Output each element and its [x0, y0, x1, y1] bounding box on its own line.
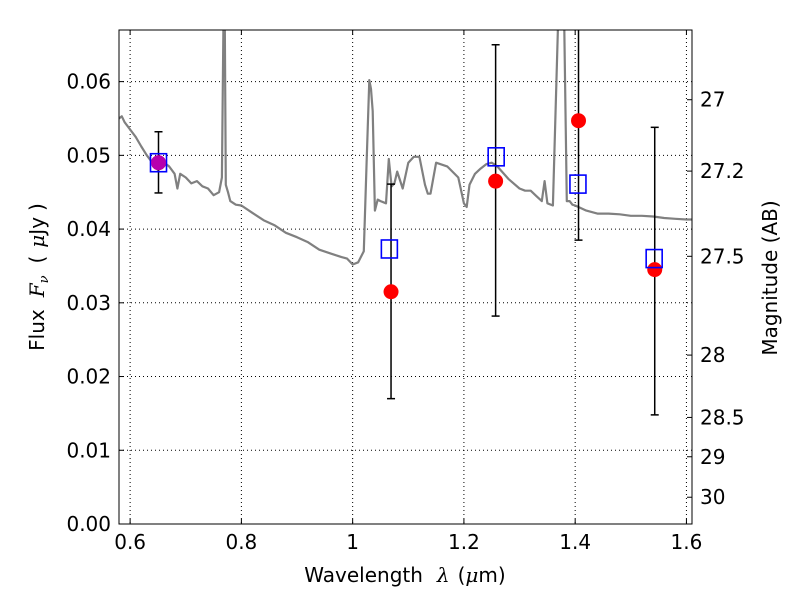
plot-frame: [118, 29, 693, 525]
x-tick-label: 1.4: [559, 530, 591, 554]
point-layer: [149, 113, 663, 300]
magnitude-tick-label: 28.5: [700, 405, 745, 429]
magnitude-tick-label: 30: [700, 485, 725, 509]
observed-flux-point: [571, 113, 587, 129]
observed-flux-point: [383, 284, 399, 300]
magnitude-tick-label: 29: [700, 445, 725, 469]
x-tick-label: 0.6: [114, 530, 146, 554]
model-spectrum-line: [119, 30, 692, 266]
right-axis-title: Magnitude (AB): [758, 200, 782, 355]
x-tick-labels: 0.6 0.8 1 1.2 1.4 1.6: [114, 530, 702, 554]
magnitude-tick-label: 27.5: [700, 244, 745, 268]
magnitude-tick-label: 27.2: [700, 159, 745, 183]
x-tick-label: 0.8: [225, 530, 257, 554]
model-photometry-square: [487, 147, 505, 167]
magnitude-tick-label: 27: [700, 88, 725, 112]
y-tick-label: 0.04: [66, 217, 111, 241]
model-photometry-square: [149, 152, 168, 173]
y-tick-label: 0.00: [66, 512, 111, 536]
tick-marks: [119, 30, 692, 525]
errorbar-layer: [154, 30, 659, 416]
observed-flux-point: [647, 262, 663, 278]
y-tick-label: 0.02: [66, 365, 111, 389]
y-axis-title: FluxFν(μJy): [25, 203, 52, 351]
y-tick-label: 0.03: [66, 291, 111, 315]
x-axis-title: Wavelength λ (μm): [304, 563, 505, 587]
y-tick-label: 0.05: [66, 143, 111, 167]
y-tick-label: 0.06: [66, 70, 111, 94]
magnitude-tick-labels: 27 27.2 27.5 28 28.5 29 30: [700, 88, 745, 510]
y-tick-labels: 0.00 0.01 0.02 0.03 0.04 0.05 0.06: [66, 70, 111, 536]
model-photometry-square: [380, 239, 399, 259]
observed-flux-point: [488, 173, 504, 189]
model-photometry-square: [645, 248, 663, 269]
spectrum-layer: [119, 30, 692, 266]
model-photometry-square: [569, 174, 587, 194]
x-tick-label: 1: [346, 530, 359, 554]
magnitude-tick-label: 28: [700, 343, 725, 367]
grid: [119, 30, 692, 525]
x-tick-label: 1.6: [671, 530, 703, 554]
y-tick-label: 0.01: [66, 438, 111, 462]
x-tick-label: 1.2: [448, 530, 480, 554]
overlap-point: [150, 155, 166, 171]
